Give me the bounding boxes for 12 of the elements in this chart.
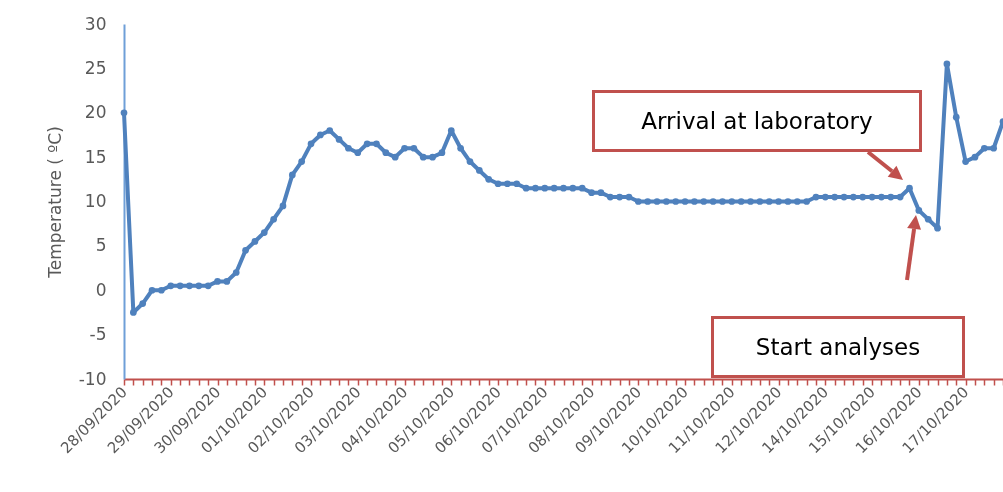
y-tick-label: 0 [95, 279, 107, 300]
y-tick-label: 15 [84, 146, 107, 167]
y-tick-label: 10 [84, 191, 107, 211]
y-tick-label: 30 [84, 13, 107, 34]
y-tick-label: 5 [95, 235, 107, 256]
y-axis-title: Temperature ( ºC) [44, 126, 65, 279]
y-tick-label: -5 [89, 324, 107, 345]
callout-box: Arrival at laboratory [592, 90, 922, 152]
y-tick-label: -10 [78, 368, 107, 389]
y-tick-label: 25 [84, 57, 107, 78]
y-tick-label: 20 [84, 102, 107, 123]
callout-box: Start analyses [711, 316, 965, 378]
